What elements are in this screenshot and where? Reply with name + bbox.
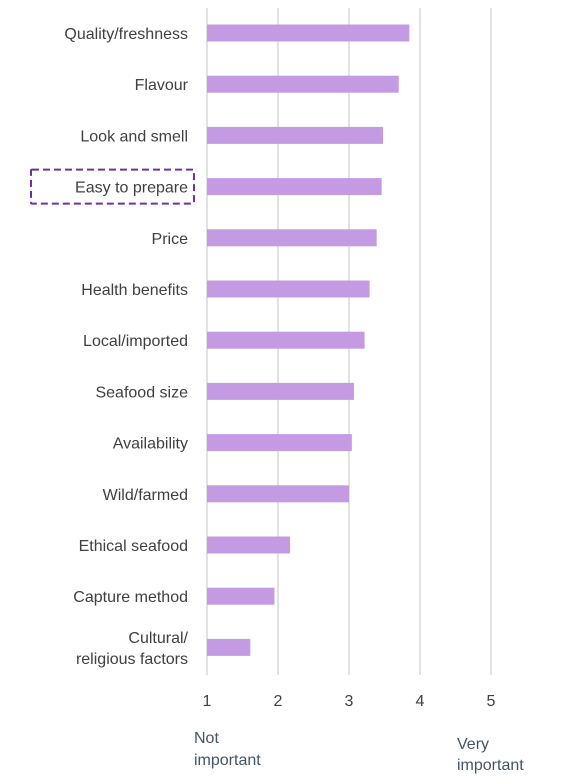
category-labels: Quality/freshness Flavour Look and smell Ea… xyxy=(30,26,195,668)
x-tick-labels: 1 2 3 4 5 xyxy=(203,693,496,710)
category-label: Seafood size xyxy=(95,384,188,401)
axis-note-very-important: important xyxy=(457,757,524,774)
category-label: Capture method xyxy=(73,589,188,606)
axis-note-very-important: Very xyxy=(457,736,489,753)
bar xyxy=(207,331,365,349)
highlight-box xyxy=(30,168,195,205)
category-label: Local/imported xyxy=(83,333,188,350)
x-tick-label: 2 xyxy=(274,693,283,710)
bar xyxy=(207,229,377,247)
bar xyxy=(207,75,399,93)
category-label: Look and smell xyxy=(80,128,188,145)
category-label: Availability xyxy=(113,436,188,453)
x-tick-label: 4 xyxy=(416,693,425,710)
bar xyxy=(207,536,291,554)
axis-note-not-important: important xyxy=(194,752,261,769)
bars xyxy=(207,24,410,656)
bar xyxy=(207,280,370,298)
axis-notes: Not important Very important xyxy=(194,730,524,774)
axis-note-not-important: Not xyxy=(194,730,219,747)
bar xyxy=(207,24,410,42)
category-label: Health benefits xyxy=(81,282,188,299)
bar xyxy=(207,382,354,400)
category-label: Price xyxy=(152,231,189,248)
category-label: Quality/freshness xyxy=(64,26,188,43)
category-label: religious factors xyxy=(76,651,188,668)
x-tick-label: 3 xyxy=(345,693,354,710)
category-label: Wild/farmed xyxy=(103,487,188,504)
bar xyxy=(207,434,352,452)
bar xyxy=(207,485,349,503)
category-label: Flavour xyxy=(135,77,189,94)
bar xyxy=(207,638,251,656)
category-label: Cultural/ xyxy=(128,630,188,647)
bar xyxy=(207,587,275,605)
bar xyxy=(207,178,382,196)
bar xyxy=(207,126,384,144)
x-tick-label: 1 xyxy=(203,693,212,710)
category-label: Ethical seafood xyxy=(79,538,188,555)
category-label: Easy to prepare xyxy=(75,180,188,197)
x-tick-label: 5 xyxy=(487,693,496,710)
